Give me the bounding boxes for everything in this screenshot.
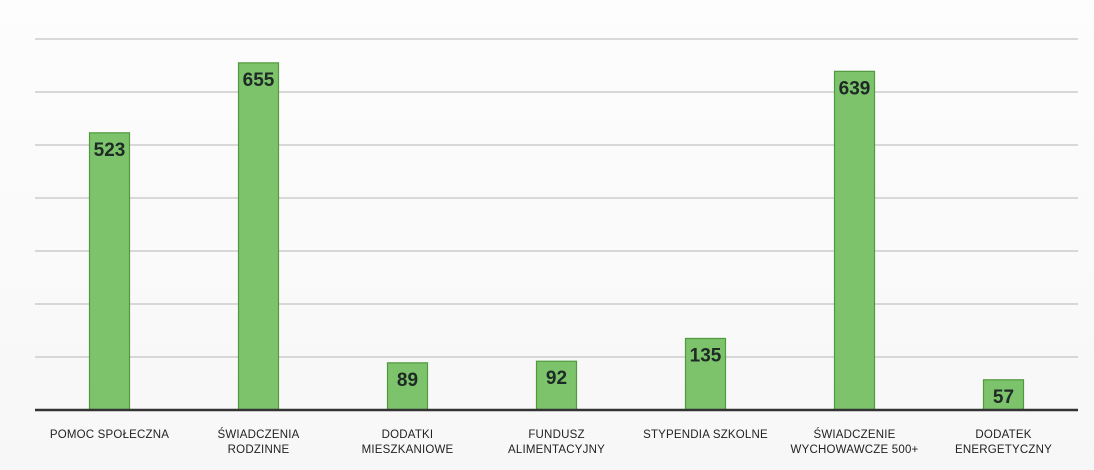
category-label: POMOC SPOŁECZNA xyxy=(50,429,169,441)
data-label: 523 xyxy=(94,140,126,161)
bar xyxy=(237,62,280,411)
bars xyxy=(88,62,1025,411)
bar xyxy=(833,70,876,411)
category-label-line: POMOC SPOŁECZNA xyxy=(50,429,169,441)
category-label: DODATKI MIESZKANIOWE xyxy=(362,429,454,456)
category-label-line: RODZINNE xyxy=(228,444,290,456)
data-label: 639 xyxy=(839,78,871,99)
category-label: ŚWIADCZENIA RODZINNE xyxy=(217,428,299,456)
gridlines xyxy=(35,38,1078,358)
data-labels: 523 655 89 92 135 639 57 xyxy=(94,70,1014,408)
category-label: STYPENDIA SZKOLNE xyxy=(643,429,768,441)
category-label-line: ŚWIADCZENIA xyxy=(217,428,299,441)
category-label-line: DODATEK xyxy=(975,429,1031,441)
data-label: 92 xyxy=(546,368,567,389)
data-label: 57 xyxy=(993,387,1014,408)
category-label-line: ŚWIADCZENIE xyxy=(813,428,895,441)
category-label-line: ENERGETYCZNY xyxy=(955,444,1052,456)
category-label-line: ALIMENTACYJNY xyxy=(508,444,605,456)
category-label-line: FUNDUSZ xyxy=(528,429,584,441)
category-label-line: DODATKI xyxy=(382,429,434,441)
data-label: 89 xyxy=(397,370,418,391)
data-label: 655 xyxy=(243,70,275,91)
data-label: 135 xyxy=(690,345,722,366)
category-label: ŚWIADCZENIE WYCHOWAWCZE 500+ xyxy=(791,428,919,456)
bar xyxy=(535,360,578,411)
category-label: FUNDUSZ ALIMENTACYJNY xyxy=(508,429,605,456)
category-labels: POMOC SPOŁECZNA ŚWIADCZENIA RODZINNE DODATK… xyxy=(50,428,1052,456)
bar xyxy=(88,132,131,411)
category-label-line: MIESZKANIOWE xyxy=(362,444,454,456)
category-label-line: WYCHOWAWCZE 500+ xyxy=(791,444,919,456)
category-label: DODATEK ENERGETYCZNY xyxy=(955,429,1052,456)
category-label-line: STYPENDIA SZKOLNE xyxy=(643,429,768,441)
bar xyxy=(684,337,727,411)
